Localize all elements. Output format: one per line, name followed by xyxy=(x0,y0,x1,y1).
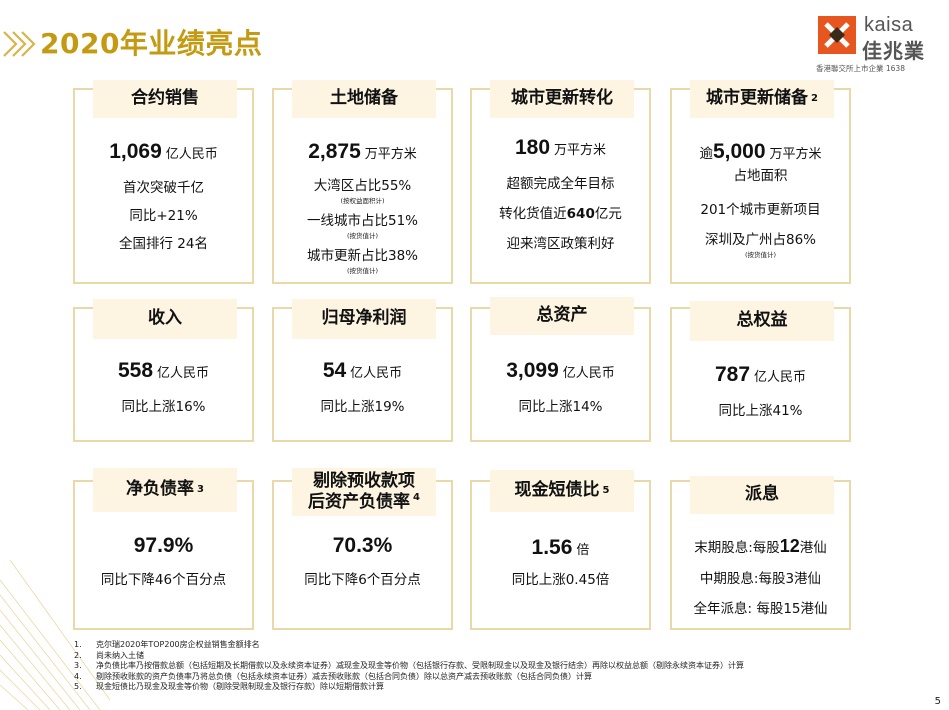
stat-line: 城市更新占比38% xyxy=(306,248,418,264)
stat-note: (按货值计) xyxy=(346,267,379,275)
stat-line: 同比上涨0.45倍 xyxy=(511,572,610,588)
card-total-assets: 总资产 3,099 亿人民币 同比上涨14% xyxy=(470,297,651,442)
card-contract-sales: 合约销售 1,069 亿人民币 首次突破千亿 同比+21% 全国排行 24名 xyxy=(73,80,254,284)
page-title: 2020年业绩亮点 xyxy=(40,27,263,60)
chevron-decoration-icon xyxy=(3,31,36,57)
stat-note: (按权益面积计) xyxy=(340,197,385,205)
stat-line: 一线城市占比51% xyxy=(306,213,418,229)
stat-line: 首次突破千亿 xyxy=(123,180,204,196)
stat-line: 末期股息:每股12港仙 xyxy=(694,536,827,556)
card-title: 土地储备 xyxy=(292,80,436,118)
stat-line: 深圳及广州占86% xyxy=(704,232,816,248)
card-urban-renewal-reserve: 城市更新储备 2 逾5,000 万平方米 占地面积 201个城市更新项目 深圳及广州… xyxy=(670,80,851,284)
stat-line: 同比上涨16% xyxy=(121,399,206,415)
footnotes: 1. 克尔瑞2020年TOP200房企权益销售金额排名 2. 尚未纳入土储 3. 净负… xyxy=(74,640,744,693)
card-title: 总资产 xyxy=(490,297,634,335)
stat-line: 大湾区占比55% xyxy=(313,178,412,194)
company-logo: kaisa 佳兆業 香港聯交所上市企業 1638 xyxy=(816,14,936,76)
stat-line: 同比上涨19% xyxy=(320,399,405,415)
stat-line: 迎来湾区政策利好 xyxy=(506,236,615,252)
card-title: 净负债率 3 xyxy=(93,468,237,512)
logo-wordmark: kaisa xyxy=(864,14,914,36)
stat-value: 558 xyxy=(117,359,154,382)
stat-line: 占地面积 xyxy=(733,168,788,184)
stat-unit: 倍 xyxy=(576,543,590,558)
footnote: 4. 剔除预收账款的资产负债率乃将总负债（包括永续资本证券）减去预收账款（包括合同… xyxy=(74,671,592,681)
card-revenue: 收入 558 亿人民币 同比上涨16% xyxy=(73,299,254,442)
page-number: 5 xyxy=(934,696,941,707)
stat-value: 70.3% xyxy=(332,534,393,557)
stat-unit: 亿人民币 xyxy=(350,366,403,381)
card-title: 归母净利润 xyxy=(292,299,436,339)
stat-line: 中期股息:每股3港仙 xyxy=(699,571,822,587)
stat-value: 1.56 xyxy=(531,536,573,559)
stat-note: (按货值计) xyxy=(744,251,777,259)
card-title: 合约销售 xyxy=(93,80,237,118)
stat-value: 54 xyxy=(322,359,347,382)
card-net-profit: 归母净利润 54 亿人民币 同比上涨19% xyxy=(272,299,453,442)
stat-line: 超额完成全年目标 xyxy=(506,176,615,192)
stat-unit: 万平方米 xyxy=(769,147,822,162)
stat-line: 同比下降6个百分点 xyxy=(304,572,421,588)
stat-value: 97.9% xyxy=(133,534,194,557)
card-land-reserve: 土地储备 2,875 万平方米 大湾区占比55% (按权益面积计) 一线城市占比5… xyxy=(272,80,453,284)
stat-value: 180 xyxy=(514,136,551,159)
footnote: 1. 克尔瑞2020年TOP200房企权益销售金额排名 xyxy=(74,640,260,649)
stat-line: 转化货值近640亿元 xyxy=(499,206,622,222)
stat-prefix: 逾 xyxy=(699,146,713,162)
stat-line: 全国排行 24名 xyxy=(119,236,208,252)
card-total-equity: 总权益 787 亿人民币 同比上涨41% xyxy=(670,301,851,442)
card-title: 派息 xyxy=(690,476,834,514)
logo-chinese-name: 佳兆業 xyxy=(862,39,925,63)
card-adjusted-liability-ratio: 剔除预收款项 后资产负债率 4 70.3% 同比下降6个百分点 xyxy=(272,468,453,630)
card-title: 剔除预收款项 后资产负债率 4 xyxy=(292,468,436,516)
stat-unit: 亿人民币 xyxy=(754,370,807,385)
stat-line: 201个城市更新项目 xyxy=(700,202,821,218)
card-net-gearing: 净负债率 3 97.9% 同比下降46个百分点 xyxy=(73,468,254,630)
card-urban-renewal-conversion: 城市更新转化 180 万平方米 超额完成全年目标 转化货值近640亿元 迎来湾区政… xyxy=(470,80,651,284)
stat-unit: 亿人民币 xyxy=(157,366,210,381)
stat-value: 1,069 xyxy=(109,140,162,163)
logo-mark-icon xyxy=(818,16,856,54)
footnote: 5. 现金短债比乃现金及现金等价物（剔除受限制现金及银行存款）除以短期借款计算 xyxy=(74,682,384,692)
stat-unit: 亿人民币 xyxy=(165,147,218,162)
stat-line: 同比下降46个百分点 xyxy=(100,572,227,588)
stat-line: 同比上涨41% xyxy=(718,403,803,419)
card-title: 现金短债比 5 xyxy=(490,470,634,512)
card-title: 城市更新储备 2 xyxy=(690,80,834,118)
card-title: 总权益 xyxy=(690,301,834,341)
stat-unit: 亿人民币 xyxy=(562,366,615,381)
card-cash-short-debt-ratio: 现金短债比 5 1.56 倍 同比上涨0.45倍 xyxy=(470,470,651,630)
stat-value: 2,875 xyxy=(308,140,361,163)
footnote: 3. 净负债比率乃按借款总额（包括短期及长期借款以及永续资本证券）减现金及现金等价… xyxy=(74,661,744,671)
stat-line: 全年派息: 每股15港仙 xyxy=(693,601,828,617)
card-dividend: 派息 末期股息:每股12港仙 中期股息:每股3港仙 全年派息: 每股15港仙 xyxy=(670,476,851,630)
logo-listing-tag: 香港聯交所上市企業 1638 xyxy=(816,64,905,73)
stat-value: 5,000 xyxy=(712,140,766,163)
card-title: 收入 xyxy=(93,299,237,339)
stat-unit: 万平方米 xyxy=(554,143,607,158)
stat-value: 787 xyxy=(714,363,751,386)
stat-note: (按货值计) xyxy=(346,232,379,240)
card-title: 城市更新转化 xyxy=(490,80,634,118)
stat-line: 同比上涨14% xyxy=(518,399,603,415)
footnote: 2. 尚未纳入土储 xyxy=(74,650,144,660)
stat-value: 3,099 xyxy=(506,359,559,382)
gold-lines-decoration xyxy=(0,560,110,710)
stat-line: 同比+21% xyxy=(129,208,198,224)
stat-unit: 万平方米 xyxy=(364,147,417,162)
